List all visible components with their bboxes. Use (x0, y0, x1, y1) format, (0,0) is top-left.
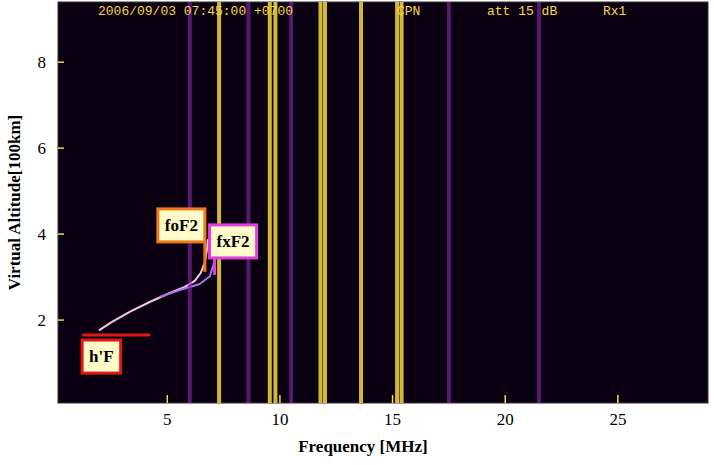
x-tick-label: 5 (163, 410, 172, 429)
interference-line (268, 2, 272, 403)
plot-area (58, 2, 708, 403)
interference-line (400, 2, 404, 403)
interference-line (188, 2, 192, 403)
x-tick (279, 395, 281, 403)
y-tick-label: 8 (38, 53, 47, 72)
interference-line (359, 2, 363, 403)
trace-line (160, 252, 216, 297)
x-tick (167, 395, 169, 403)
annotation-pointer (213, 258, 216, 275)
x-tick (392, 395, 394, 403)
annotation-label: h'F (89, 347, 114, 366)
annotation: foF2 (158, 209, 205, 272)
header-text: CPN (397, 4, 420, 19)
annotation-label: foF2 (165, 216, 198, 235)
interference-line (289, 2, 293, 403)
x-tick-label: 20 (497, 410, 514, 429)
x-axis-title: Frequency [MHz] (298, 437, 428, 456)
chart: 5 10 15 20 25 2 4 6 8 Frequency [MHz] Virtual Alti… (0, 0, 714, 465)
x-tick (617, 395, 619, 403)
y-axis-title: Virtual Altitude[100km] (5, 115, 24, 291)
y-tick (58, 233, 64, 235)
interference-line (395, 2, 399, 403)
y-tick (58, 61, 64, 63)
interference-line (217, 2, 221, 403)
annotation: fxF2 (210, 225, 257, 275)
interference-line (537, 2, 541, 403)
annotation-box (158, 209, 205, 242)
x-tick-label: 25 (609, 410, 626, 429)
y-tick-label: 4 (38, 225, 47, 244)
header-text: Rx1 (603, 4, 627, 19)
y-tick-label: 6 (38, 139, 47, 158)
interference-line (273, 2, 277, 403)
interference-line (447, 2, 451, 403)
y-tick-label: 2 (38, 311, 47, 330)
annotation-label: fxF2 (217, 232, 250, 251)
interference-line (318, 2, 322, 403)
x-tick-label: 10 (271, 410, 288, 429)
annotation: h'F (82, 335, 150, 373)
annotation-box (210, 225, 257, 258)
x-tick-label: 15 (384, 410, 401, 429)
annotation-box (82, 340, 121, 373)
annotation-pointer (203, 242, 206, 272)
interference-line (323, 2, 327, 403)
data-group (100, 2, 541, 403)
y-tick (58, 319, 64, 321)
interference-line (246, 2, 250, 403)
annotation-pointer (82, 334, 150, 337)
header-text: att 15 dB (487, 4, 557, 19)
header-text: 2006/09/03 07:45:00 +0700 (98, 4, 293, 19)
y-tick (58, 147, 64, 149)
x-tick (504, 395, 506, 403)
